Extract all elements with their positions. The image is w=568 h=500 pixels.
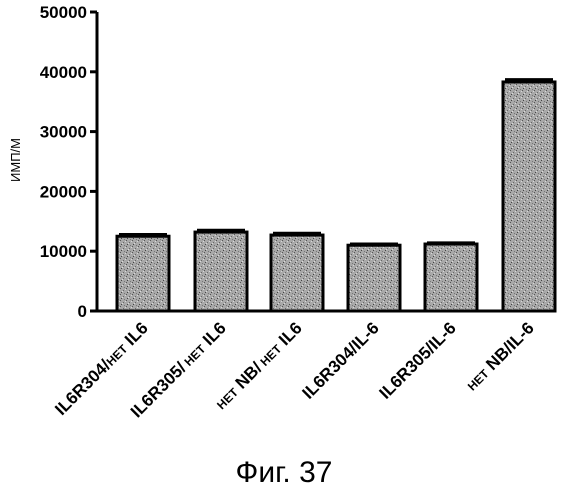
x-tick-label: НЕТ NB/IL-6	[462, 318, 538, 394]
bar	[503, 82, 555, 311]
x-tick-label-part: IL6R305/IL-6	[376, 318, 460, 402]
x-tick-label-part: NB/IL-6	[479, 318, 538, 377]
bar	[271, 235, 323, 311]
x-tick-label-part: IL6R304/	[51, 356, 114, 419]
figure-caption: Фиг. 37	[0, 456, 568, 490]
x-tick-label-part: IL6R304/IL-6	[299, 318, 383, 402]
x-tick-label: IL6R305/IL-6	[376, 318, 460, 402]
y-tick-label: 30000	[40, 123, 87, 142]
bar	[425, 244, 477, 311]
x-axis-labels: IL6R304/НЕТ IL6IL6R305/ НЕТ IL6НЕТ NB/ Н…	[51, 318, 538, 421]
y-tick-label: 50000	[40, 3, 87, 22]
x-tick-label: IL6R304/IL-6	[299, 318, 383, 402]
y-tick-label: 40000	[40, 63, 87, 82]
y-tick-label: 10000	[40, 242, 87, 261]
bar	[348, 245, 400, 311]
y-tick-label: 20000	[40, 182, 87, 201]
bar-chart: ИМП/М 0 10000 20000 30000 40000 50000 IL6R304…	[0, 0, 568, 450]
bar	[117, 236, 169, 311]
bars	[117, 80, 555, 311]
y-axis-label: ИМП/М	[8, 138, 23, 182]
x-tick-label-part: IL6R305/	[127, 358, 190, 421]
bar	[195, 232, 247, 311]
y-tick-label: 0	[78, 302, 87, 321]
